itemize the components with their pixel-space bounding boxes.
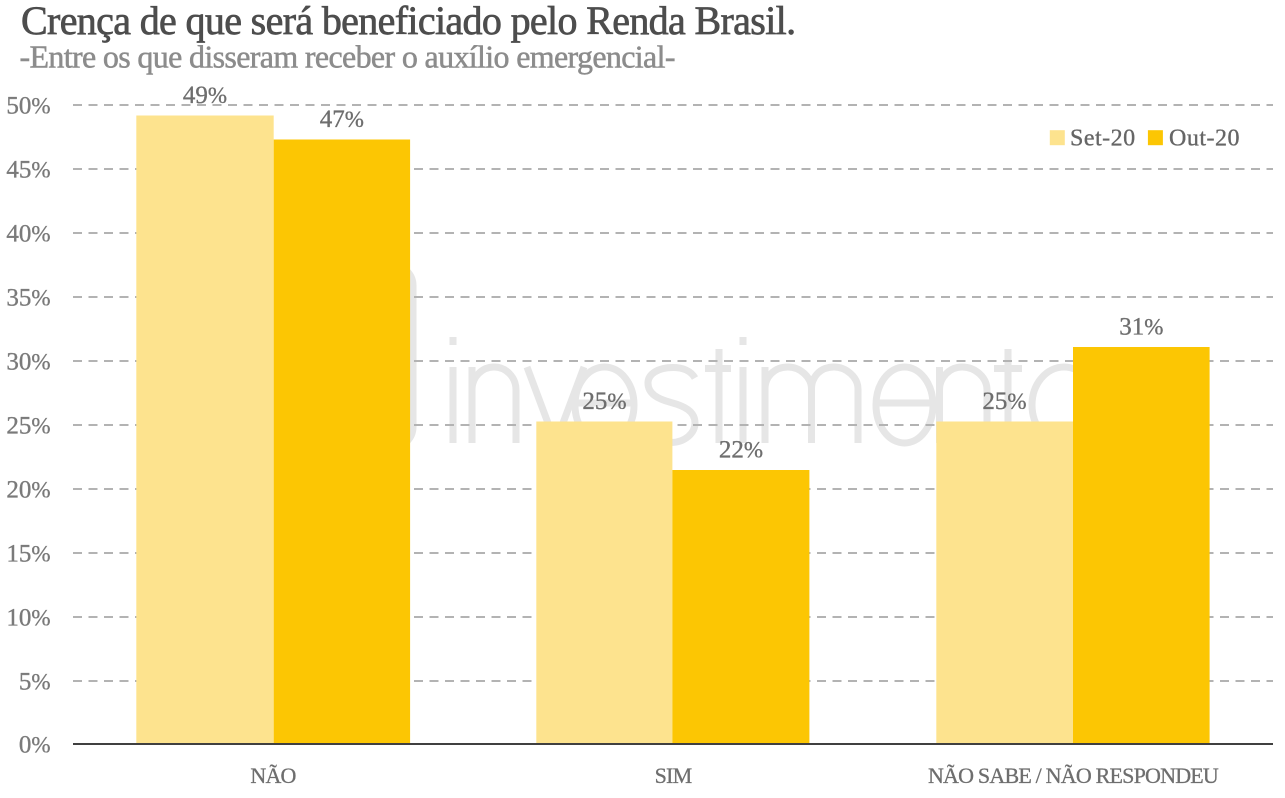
svg-text:50%: 50% — [6, 93, 50, 120]
svg-text:-Entre os que disseram receber: -Entre os que disseram receber o auxílio… — [20, 39, 675, 75]
svg-text:NÃO SABE / NÃO RESPONDEU: NÃO SABE / NÃO RESPONDEU — [928, 763, 1219, 788]
svg-text:0%: 0% — [19, 732, 51, 759]
svg-text:25%: 25% — [982, 388, 1026, 415]
svg-text:NÃO: NÃO — [250, 763, 295, 788]
svg-text:31%: 31% — [1119, 314, 1163, 341]
svg-text:25%: 25% — [582, 388, 626, 415]
svg-text:15%: 15% — [6, 541, 50, 568]
svg-text:47%: 47% — [320, 106, 364, 133]
svg-text:22%: 22% — [719, 437, 763, 464]
svg-text:49%: 49% — [183, 82, 227, 109]
svg-text:Out-20: Out-20 — [1169, 126, 1240, 152]
svg-text:20%: 20% — [6, 477, 50, 504]
svg-text:10%: 10% — [6, 605, 50, 632]
svg-text:Crença de que será beneficiado: Crença de que será beneficiado pelo Rend… — [21, 0, 795, 43]
svg-text:45%: 45% — [6, 157, 50, 184]
svg-text:25%: 25% — [6, 413, 50, 440]
svg-text:40%: 40% — [6, 221, 50, 248]
svg-text:Set-20: Set-20 — [1070, 126, 1136, 152]
svg-text:SIM: SIM — [655, 763, 692, 788]
svg-text:30%: 30% — [6, 349, 50, 376]
svg-text:5%: 5% — [19, 669, 51, 696]
svg-text:35%: 35% — [6, 285, 50, 312]
